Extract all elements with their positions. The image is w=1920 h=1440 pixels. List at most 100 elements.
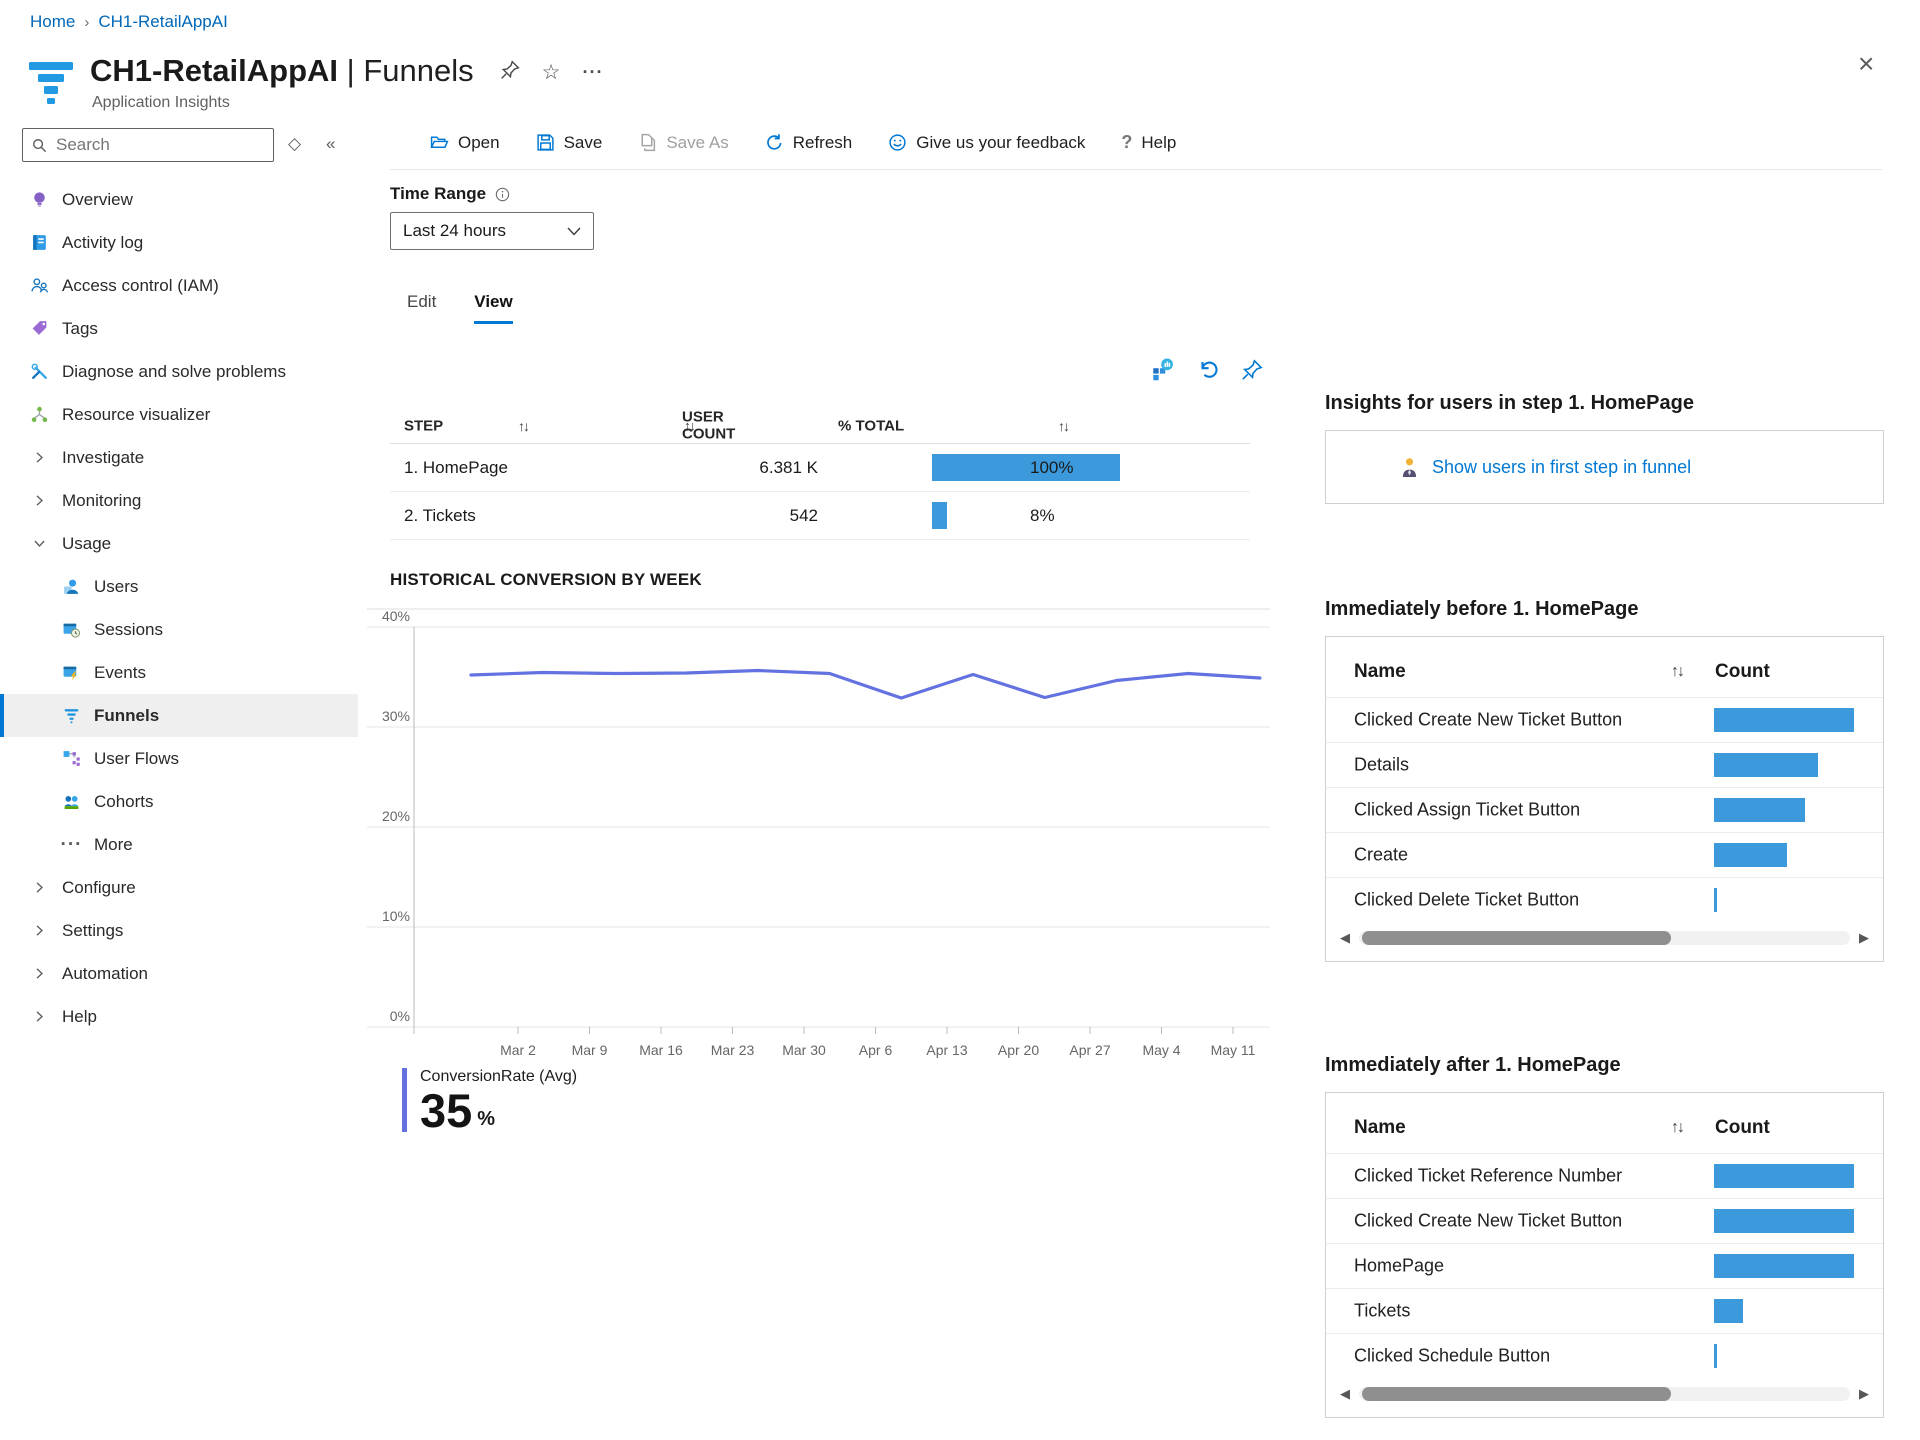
more-dots-icon: ··· [60, 833, 83, 855]
lightbulb-icon [30, 190, 49, 209]
feedback-button[interactable]: Give us your feedback [888, 133, 1085, 153]
sidebar-item-user-flows[interactable]: User Flows [0, 737, 358, 780]
count-bar [1714, 1344, 1717, 1368]
scroll-right-icon[interactable]: ▶ [1859, 930, 1869, 945]
chevron-right-icon [30, 878, 49, 897]
scrollbar-thumb[interactable] [1362, 931, 1672, 945]
sidebar-item-activity-log[interactable]: Activity log [0, 221, 358, 264]
sidebar-item-help[interactable]: Help [0, 995, 358, 1038]
sort-name-icon[interactable]: ↑↓ [1671, 1119, 1685, 1136]
sidebar-item-overview[interactable]: Overview [0, 178, 358, 221]
sort-step-icon[interactable]: ↑↓ [518, 417, 530, 434]
sidebar-item-funnels[interactable]: Funnels [0, 694, 358, 737]
sidebar-item-usage[interactable]: Usage [0, 522, 358, 565]
help-button[interactable]: ? Help [1121, 132, 1177, 152]
funnel-row-tickets: 2. Tickets 542 8% [390, 492, 1250, 540]
chevron-right-icon [30, 491, 49, 510]
close-blade-icon[interactable]: × [1858, 48, 1875, 79]
scroll-left-icon[interactable]: ◀ [1340, 930, 1350, 945]
sidebar-item-diagnose[interactable]: Diagnose and solve problems [0, 350, 358, 393]
time-range-label: Time Range [390, 184, 511, 204]
horizontal-scrollbar: ◀ ▶ [1326, 921, 1883, 955]
table-row: Clicked Schedule Button [1326, 1333, 1883, 1378]
svg-text:May 4: May 4 [1142, 1042, 1180, 1058]
activity-log-icon [30, 233, 49, 252]
chevron-right-icon [30, 964, 49, 983]
sidebar-item-resource-visualizer[interactable]: Resource visualizer [0, 393, 358, 436]
scroll-left-icon[interactable]: ◀ [1340, 1386, 1350, 1401]
dock-menu-icon[interactable]: ◇ [288, 134, 302, 153]
table-row: Clicked Ticket Reference Number [1326, 1153, 1883, 1198]
pin-icon[interactable] [1241, 358, 1263, 386]
workbooks-icon[interactable] [1152, 358, 1175, 386]
scrollbar-track[interactable] [1359, 931, 1850, 945]
sidebar-item-more[interactable]: ··· More [60, 833, 133, 855]
page-title: CH1-RetailAppAI | Funnels [90, 53, 474, 88]
tab-edit[interactable]: Edit [407, 292, 437, 311]
command-bar: Open Save Save As Refresh Give us your f… [430, 132, 1176, 153]
sidebar-item-sessions[interactable]: Sessions [0, 608, 358, 651]
before-panel-title: Immediately before 1. HomePage [1325, 598, 1639, 620]
search-icon [33, 138, 47, 152]
collapse-menu-icon[interactable]: « [326, 134, 336, 153]
sidebar-item-users[interactable]: Users [0, 565, 358, 608]
count-bar [1714, 1209, 1854, 1233]
refresh-button[interactable]: Refresh [765, 133, 852, 153]
sidebar-item-settings[interactable]: Settings [0, 909, 358, 952]
sidebar-item-configure[interactable]: Configure [0, 866, 358, 909]
sidebar-item-tags[interactable]: Tags [0, 307, 358, 350]
show-users-link[interactable]: Show users in first step in funnel [1432, 456, 1692, 477]
after-panel: Name ↑↓ Count Clicked Ticket Reference N… [1325, 1092, 1884, 1418]
favorite-star-icon[interactable]: ☆ [541, 61, 561, 84]
undo-icon[interactable] [1197, 359, 1219, 386]
svg-text:Mar 9: Mar 9 [572, 1042, 608, 1058]
sidebar-item-investigate[interactable]: Investigate [0, 436, 358, 479]
legend-unit: % [477, 1108, 496, 1130]
breadcrumb-resource-link[interactable]: CH1-RetailAppAI [98, 12, 228, 31]
svg-text:40%: 40% [382, 608, 410, 624]
sort-name-icon[interactable]: ↑↓ [1671, 663, 1685, 680]
funnel-row-homepage: 1. HomePage 6.381 K 100% [390, 444, 1250, 492]
sidebar-item-access-control[interactable]: Access control (IAM) [0, 264, 358, 307]
count-bar [1714, 1164, 1854, 1188]
pin-dashboard-icon[interactable] [500, 60, 520, 85]
open-button[interactable]: Open [430, 133, 500, 153]
application-insights-funnel-icon [29, 62, 73, 104]
breadcrumb: Home › CH1-RetailAppAI [30, 12, 228, 32]
svg-text:Apr 13: Apr 13 [926, 1042, 967, 1058]
chevron-right-icon [30, 921, 49, 940]
sort-pct-total-icon[interactable]: ↑↓ [1058, 417, 1070, 434]
chevron-right-icon [30, 448, 49, 467]
funnel-table-header: STEP ↑↓ USER COUNT ↑↓ % TOTAL ↑↓ [390, 408, 1250, 444]
tab-view[interactable]: View [474, 292, 512, 321]
sidebar-item-events[interactable]: Events [0, 651, 358, 694]
more-actions-icon[interactable]: ··· [582, 62, 604, 82]
sidebar-item-monitoring[interactable]: Monitoring [0, 479, 358, 522]
sidebar-item-cohorts[interactable]: Cohorts [0, 780, 358, 823]
save-as-button[interactable]: Save As [638, 133, 729, 153]
scroll-right-icon[interactable]: ▶ [1859, 1386, 1869, 1401]
refresh-icon [766, 134, 782, 150]
column-user-count: USER COUNT ↑↓ [682, 408, 736, 443]
breadcrumb-home-link[interactable]: Home [30, 12, 76, 31]
flow-diagram-icon [62, 749, 81, 768]
sidebar-item-automation[interactable]: Automation [0, 952, 358, 995]
scrollbar-thumb[interactable] [1362, 1387, 1672, 1401]
toolbar-divider [390, 169, 1882, 170]
funnel-bar [932, 454, 1120, 481]
open-folder-icon [430, 136, 449, 148]
svg-text:Apr 6: Apr 6 [859, 1042, 893, 1058]
svg-text:Mar 30: Mar 30 [782, 1042, 826, 1058]
count-bar [1714, 1299, 1744, 1323]
time-range-select[interactable]: Last 24 hours [390, 212, 594, 250]
svg-text:20%: 20% [382, 808, 410, 824]
search-input[interactable] [56, 135, 256, 155]
horizontal-scrollbar: ◀ ▶ [1326, 1377, 1883, 1411]
count-bar [1714, 1254, 1854, 1278]
sort-user-count-icon[interactable]: ↑↓ [684, 417, 696, 433]
svg-text:30%: 30% [382, 708, 410, 724]
scrollbar-track[interactable] [1359, 1387, 1850, 1401]
insights-panel: Show users in first step in funnel [1325, 430, 1884, 504]
save-button[interactable]: Save [536, 133, 602, 153]
